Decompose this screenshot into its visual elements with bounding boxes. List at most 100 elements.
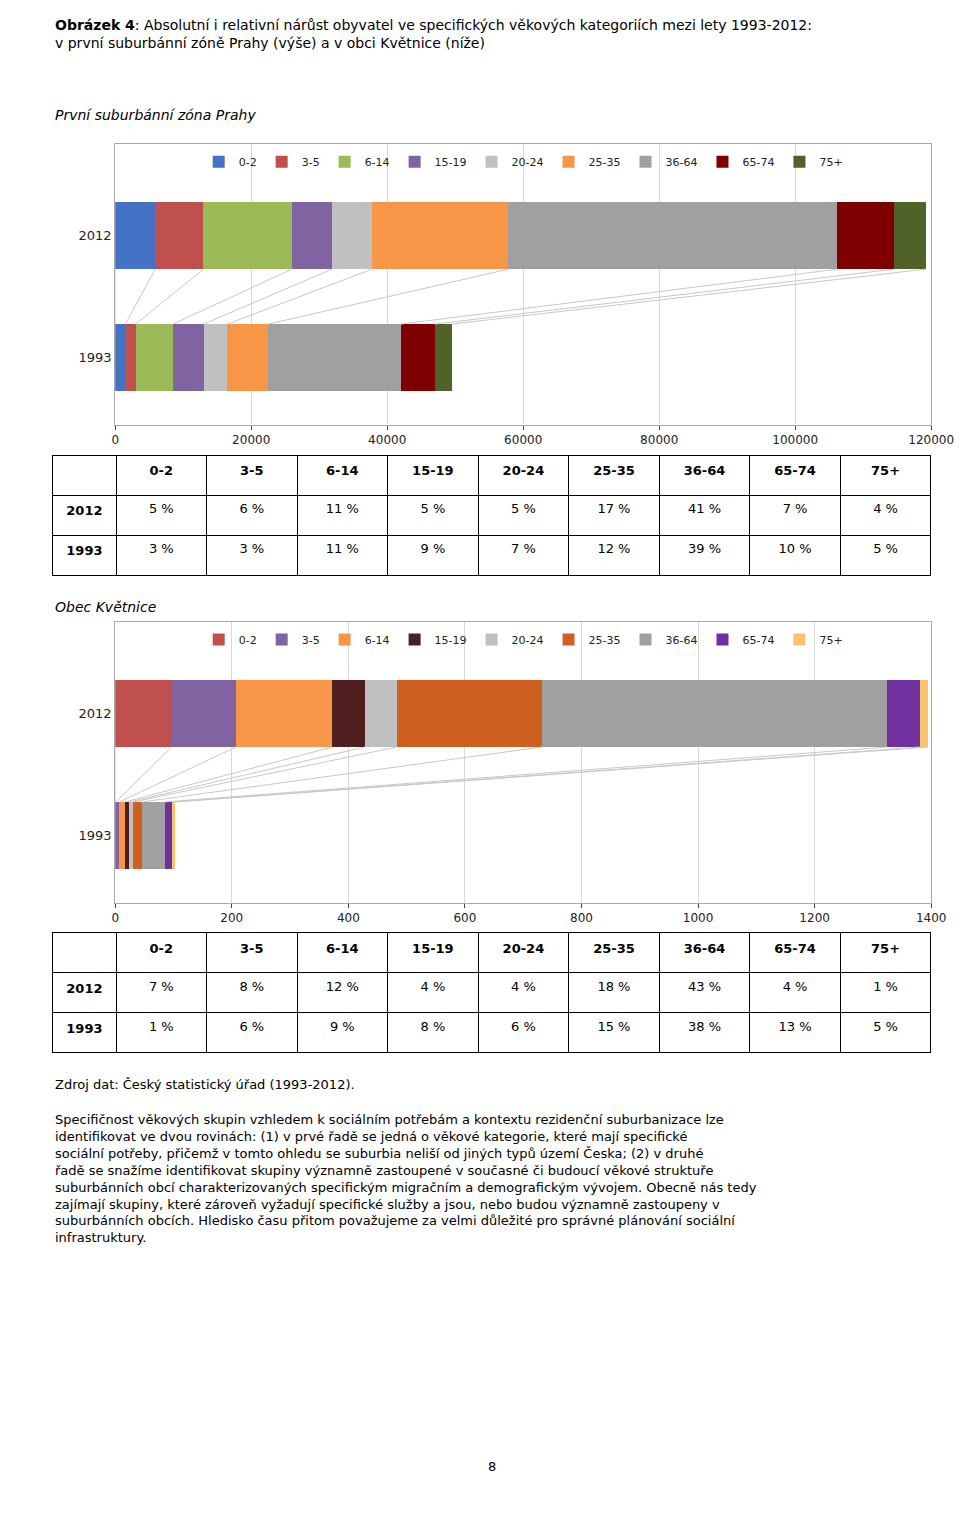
svg-text:200: 200 [220,911,243,925]
svg-text:11 %: 11 % [326,501,359,516]
svg-text:7 %: 7 % [149,979,174,994]
svg-text:6-14: 6-14 [365,634,390,647]
svg-text:6 %: 6 % [239,1019,264,1034]
svg-text:20-24: 20-24 [512,634,544,647]
svg-text:0: 0 [111,433,119,447]
svg-text:5 %: 5 % [873,1019,898,1034]
svg-text:60000: 60000 [504,433,542,447]
svg-text:20000: 20000 [232,433,270,447]
svg-text:2012: 2012 [79,706,112,721]
svg-text:5 %: 5 % [873,541,898,556]
svg-text:4 %: 4 % [873,501,898,516]
svg-text:2012: 2012 [66,981,102,996]
svg-text:800: 800 [570,911,593,925]
svg-text:0: 0 [111,911,119,925]
svg-text:8 %: 8 % [239,979,264,994]
svg-text:1993: 1993 [79,828,112,843]
svg-text:9 %: 9 % [330,1019,355,1034]
svg-text:1 %: 1 % [149,1019,174,1034]
svg-text:2012: 2012 [66,503,102,518]
svg-text:0-2: 0-2 [150,463,174,478]
svg-text:9 %: 9 % [420,541,445,556]
svg-text:3-5: 3-5 [240,463,263,478]
svg-text:0-2: 0-2 [239,634,257,647]
svg-text:6-14: 6-14 [365,156,390,169]
svg-text:36-64: 36-64 [684,463,726,478]
svg-text:Specifičnost věkových skupin v: Specifičnost věkových skupin vzhledem k … [55,1112,757,1245]
svg-text:65-74: 65-74 [774,941,816,956]
svg-text:5 %: 5 % [149,501,174,516]
svg-text:20-24: 20-24 [512,156,544,169]
svg-text:12 %: 12 % [597,541,630,556]
svg-text:1200: 1200 [799,911,830,925]
svg-text:0-2: 0-2 [239,156,257,169]
svg-text:15 %: 15 % [597,1019,630,1034]
svg-text:18 %: 18 % [597,979,630,994]
svg-text:15-19: 15-19 [435,156,467,169]
svg-text:12 %: 12 % [326,979,359,994]
svg-text:20-24: 20-24 [503,463,545,478]
svg-text:75+: 75+ [819,156,842,169]
svg-text:0-2: 0-2 [150,941,174,956]
svg-text:65-74: 65-74 [742,156,774,169]
svg-text:13 %: 13 % [778,1019,811,1034]
svg-text:39 %: 39 % [688,541,721,556]
svg-text:17 %: 17 % [597,501,630,516]
svg-text:3-5: 3-5 [302,634,320,647]
svg-text:120000: 120000 [908,433,954,447]
svg-text:25-35: 25-35 [593,941,635,956]
svg-text:4 %: 4 % [511,979,536,994]
svg-text:Obrázek 4: Absolutní i relativ: Obrázek 4: Absolutní i relativní nárůst … [55,17,812,51]
svg-text:40000: 40000 [368,433,406,447]
svg-text:6 %: 6 % [511,1019,536,1034]
svg-text:4 %: 4 % [420,979,445,994]
svg-text:25-35: 25-35 [593,463,635,478]
svg-text:1000: 1000 [683,911,714,925]
svg-text:3 %: 3 % [239,541,264,556]
svg-text:5 %: 5 % [420,501,445,516]
svg-text:6-14: 6-14 [326,941,359,956]
svg-text:15-19: 15-19 [412,463,454,478]
svg-text:3 %: 3 % [149,541,174,556]
svg-text:65-74: 65-74 [774,463,816,478]
svg-text:75+: 75+ [871,463,900,478]
svg-text:80000: 80000 [640,433,678,447]
svg-text:75+: 75+ [819,634,842,647]
svg-text:100000: 100000 [772,433,818,447]
svg-text:7 %: 7 % [783,501,808,516]
svg-text:1993: 1993 [79,350,112,365]
svg-text:38 %: 38 % [688,1019,721,1034]
svg-text:3-5: 3-5 [302,156,320,169]
svg-text:1993: 1993 [66,1021,102,1036]
svg-text:Zdroj dat: Český statistický ú: Zdroj dat: Český statistický úřad (1993-… [55,1077,355,1092]
svg-text:4 %: 4 % [783,979,808,994]
svg-text:8 %: 8 % [420,1019,445,1034]
svg-text:25-35: 25-35 [589,156,621,169]
svg-text:1 %: 1 % [873,979,898,994]
svg-text:36-64: 36-64 [666,634,698,647]
svg-text:600: 600 [453,911,476,925]
svg-text:Obec Květnice: Obec Květnice [55,599,156,615]
svg-text:43 %: 43 % [688,979,721,994]
svg-text:5 %: 5 % [511,501,536,516]
svg-text:6-14: 6-14 [326,463,359,478]
svg-text:20-24: 20-24 [503,941,545,956]
svg-text:41 %: 41 % [688,501,721,516]
svg-text:První suburbánní zóna Prahy: První suburbánní zóna Prahy [55,107,256,123]
svg-text:36-64: 36-64 [684,941,726,956]
svg-text:65-74: 65-74 [742,634,774,647]
svg-text:15-19: 15-19 [435,634,467,647]
svg-text:6 %: 6 % [239,501,264,516]
svg-text:400: 400 [337,911,360,925]
svg-text:8: 8 [488,1459,496,1474]
svg-text:11 %: 11 % [326,541,359,556]
svg-text:10 %: 10 % [778,541,811,556]
svg-text:25-35: 25-35 [589,634,621,647]
svg-text:3-5: 3-5 [240,941,263,956]
svg-text:15-19: 15-19 [412,941,454,956]
svg-text:7 %: 7 % [511,541,536,556]
svg-text:1993: 1993 [66,543,102,558]
svg-text:2012: 2012 [79,228,112,243]
svg-text:1400: 1400 [916,911,947,925]
svg-text:75+: 75+ [871,941,900,956]
